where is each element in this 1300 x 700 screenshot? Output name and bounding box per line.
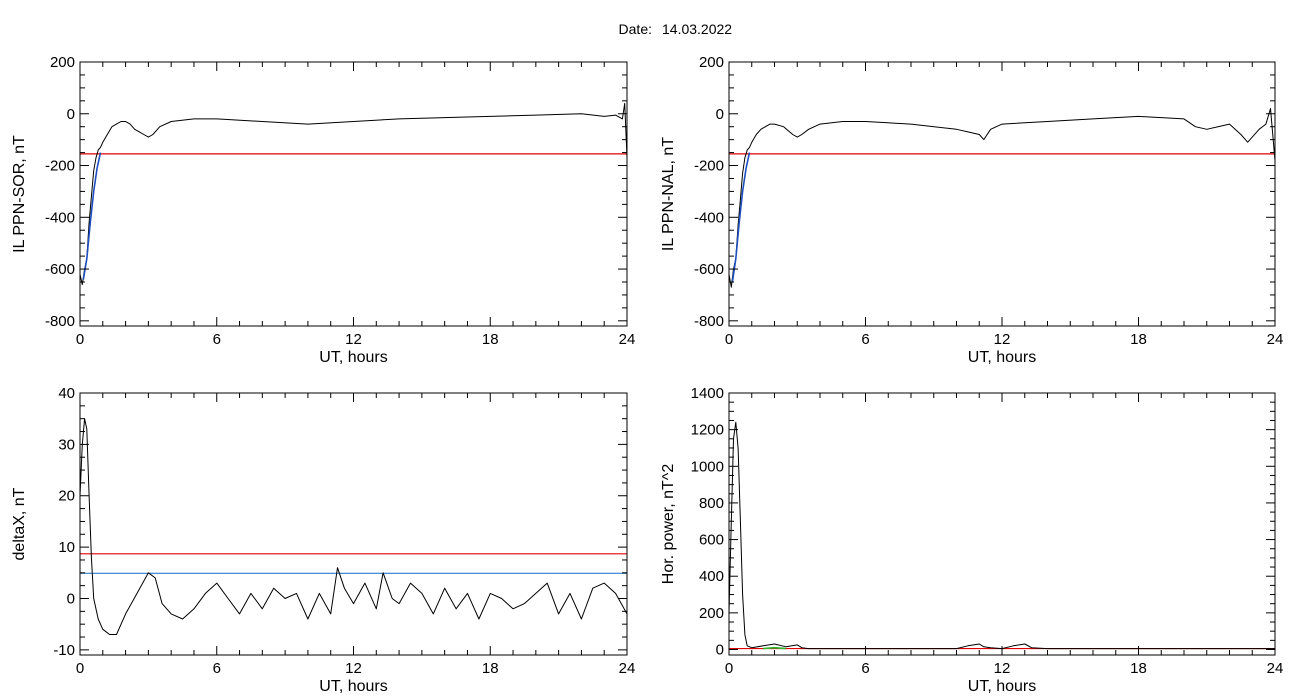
y-axis-label: IL PPN-SOR, nT [11,135,28,253]
y-tick-label: 30 [58,436,75,453]
x-tick-label: 18 [1130,331,1147,348]
x-tick-label: 6 [213,331,221,348]
data-series-line [729,108,1275,288]
x-axis-label: UT, hours [968,678,1036,695]
y-tick-label: 0 [67,590,75,607]
chart-panel-4: 0 6 12 18 24 0 200 400 600 800 1000 1200 1400 UT, hou… [660,385,1283,695]
y-tick-label: -600 [45,261,75,278]
chart-panel-2: 0 6 12 18 24 -800 -600 -400 -200 0 200 UT, hours IL … [660,54,1283,366]
secondary-series-line [763,646,786,650]
date-label: Date: [619,21,652,37]
plot-frame [728,392,1276,656]
x-axis-label: UT, hours [319,349,387,366]
x-axis-label: UT, hours [319,678,387,695]
x-tick-label: 18 [482,331,499,348]
y-axis-label: Hor. power, nT^2 [660,464,677,585]
y-tick-label: 200 [699,54,724,71]
x-tick-label: 6 [861,660,869,677]
y-tick-label: 200 [699,605,724,622]
x-tick-label: 18 [482,660,499,677]
y-tick-label: 20 [58,488,75,505]
chart-panel-1: 0 6 12 18 24 -800 -600 -400 -200 0 200 UT, hours IL … [11,54,635,366]
x-tick-label: 0 [76,660,84,677]
x-tick-label: 0 [725,660,733,677]
plot-frame [728,61,1276,327]
data-series-line [80,102,627,286]
x-tick-label: 12 [994,331,1011,348]
y-tick-label: 600 [699,532,724,549]
secondary-series-line [82,152,102,280]
y-tick-label: -400 [45,209,75,226]
y-tick-label: 40 [58,385,75,402]
y-tick-label: -200 [694,158,724,175]
x-tick-label: 6 [213,660,221,677]
x-tick-label: 6 [861,331,869,348]
x-tick-label: 0 [725,331,733,348]
x-tick-label: 12 [345,660,362,677]
x-axis-label: UT, hours [968,349,1036,366]
y-tick-label: 1000 [691,458,724,475]
y-tick-label: 0 [716,106,724,123]
y-tick-label: 0 [67,106,75,123]
data-series-line [729,421,1275,650]
plot-frame [79,392,628,656]
secondary-series-line [731,152,751,283]
x-tick-label: 24 [619,660,636,677]
x-tick-label: 24 [1267,331,1284,348]
y-tick-label: -200 [45,158,75,175]
y-tick-label: 0 [716,642,724,659]
y-tick-label: -800 [45,313,75,330]
x-tick-label: 0 [76,331,84,348]
y-axis-label: deltaX, nT [11,487,28,560]
y-tick-label: 1400 [691,385,724,402]
y-tick-label: -600 [694,261,724,278]
y-axis-label: IL PPN-NAL, nT [660,137,677,251]
date-value: 14.03.2022 [662,21,732,37]
x-tick-label: 18 [1130,660,1147,677]
y-tick-label: -800 [694,313,724,330]
x-tick-label: 24 [1267,660,1284,677]
y-tick-label: 800 [699,495,724,512]
y-tick-label: -10 [53,642,75,659]
y-tick-label: -400 [694,209,724,226]
y-tick-label: 10 [58,539,75,556]
x-tick-label: 12 [994,660,1011,677]
plot-frame [79,61,628,327]
x-tick-label: 12 [345,331,362,348]
x-tick-label: 24 [619,331,636,348]
y-tick-label: 400 [699,568,724,585]
y-tick-label: 1200 [691,422,724,439]
y-tick-label: 200 [50,54,75,71]
data-series-line [80,418,627,635]
